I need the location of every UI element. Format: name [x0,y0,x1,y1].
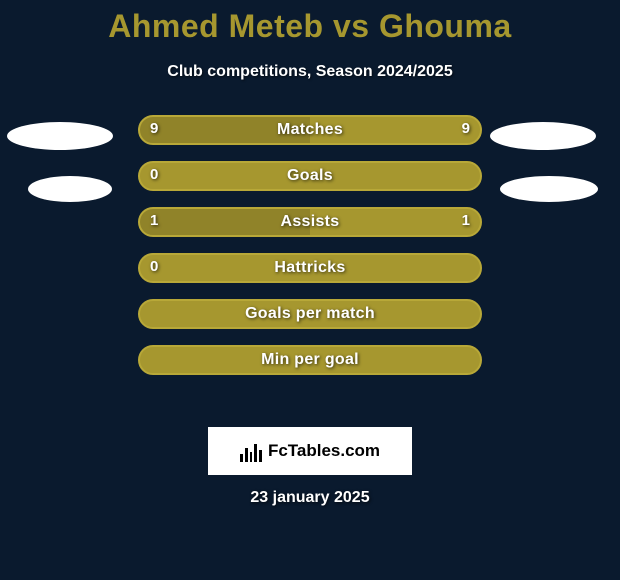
comparison-chart: Matches 9 9 Goals 0 Assists 1 1 Hattrick… [0,115,620,415]
bar-matches: Matches [138,115,482,145]
value-left: 0 [150,258,158,275]
bar-chart-icon [240,440,262,462]
bar-goals-per-match: Goals per match [138,299,482,329]
subtitle: Club competitions, Season 2024/2025 [0,63,620,81]
date-label: 23 january 2025 [0,489,620,507]
bar-label: Hattricks [274,259,345,277]
bar-hattricks: Hattricks [138,253,482,283]
player-ellipse-left-1 [7,122,113,150]
page-title: Ahmed Meteb vs Ghouma [0,0,620,45]
player-ellipse-right-1 [490,122,596,150]
value-left: 1 [150,212,158,229]
value-right: 1 [462,212,470,229]
comparison-infographic: Ahmed Meteb vs Ghouma Club competitions,… [0,0,620,580]
fctables-badge: FcTables.com [208,427,412,475]
row-goals-per-match: Goals per match [0,299,620,345]
value-left: 0 [150,166,158,183]
bar-label: Goals [287,167,333,185]
bar-goals: Goals [138,161,482,191]
badge-text: FcTables.com [268,441,380,461]
bar-label: Min per goal [261,351,359,369]
player-ellipse-left-2 [28,176,112,202]
bar-label: Assists [280,213,339,231]
bar-label: Goals per match [245,305,375,323]
row-assists: Assists 1 1 [0,207,620,253]
value-right: 9 [462,120,470,137]
bar-label: Matches [277,121,343,139]
player-ellipse-right-2 [500,176,598,202]
row-min-per-goal: Min per goal [0,345,620,391]
value-left: 9 [150,120,158,137]
bar-assists: Assists [138,207,482,237]
bar-min-per-goal: Min per goal [138,345,482,375]
row-hattricks: Hattricks 0 [0,253,620,299]
